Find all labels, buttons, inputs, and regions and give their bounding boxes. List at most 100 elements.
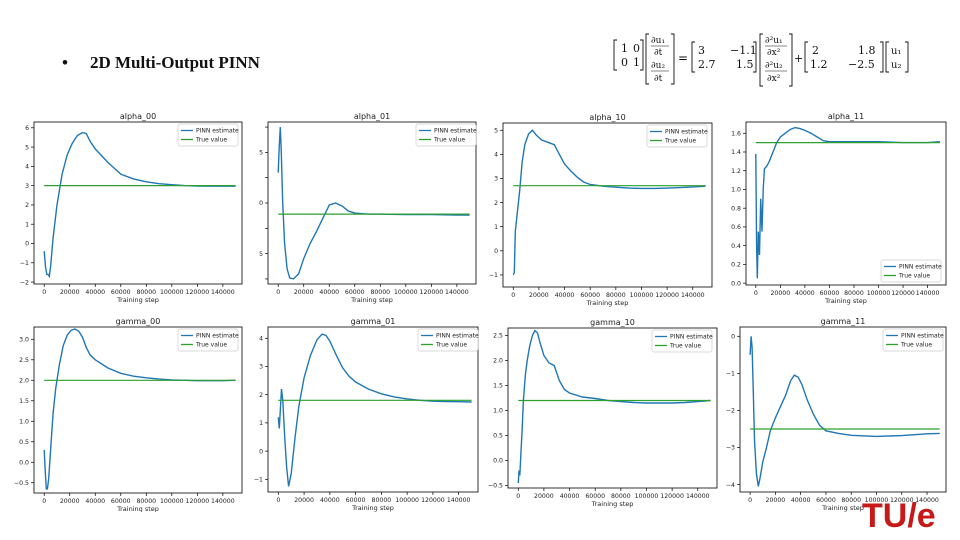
legend-box (651, 329, 713, 353)
x-tick-label: 80000 (370, 289, 390, 296)
x-tick-label: 20000 (60, 289, 80, 296)
x-tick-label: 60000 (580, 292, 600, 299)
pinn-estimate-line (517, 329, 711, 484)
x-tick-label: 80000 (611, 493, 631, 500)
slide-bullet: • 2D Multi-Output PINN (62, 53, 260, 73)
y-tick-label: 0 (731, 333, 735, 340)
x-tick-label: 120000 (890, 497, 914, 504)
chart-title: gamma_01 (351, 317, 396, 326)
y-tick-label: −2 (726, 408, 735, 415)
chart-title: alpha_11 (828, 112, 864, 121)
chart-title: gamma_10 (590, 318, 635, 327)
x-tick-label: 20000 (60, 498, 80, 505)
legend-box (646, 124, 708, 148)
y-tick-label: 5 (25, 144, 29, 151)
x-tick-label: 100000 (160, 289, 184, 296)
chart-panel-gamma-01: gamma_01 0 20000 40000 60000 80000 100000 12000… (248, 314, 486, 512)
lhs-matrix-10: 0 (621, 56, 628, 69)
y-tick-label: 0.8 (731, 205, 741, 212)
chart-gamma-00: gamma_00 0 20000 40000 60000 80000 100000 12000… (14, 317, 243, 512)
y-tick-label: 2.0 (493, 358, 503, 365)
x-axis-label: Training step (116, 505, 159, 512)
tue-logo: TU/e (856, 497, 946, 537)
legend-box (882, 328, 944, 352)
bracket-right (905, 41, 909, 73)
x-tick-label: 60000 (816, 497, 836, 504)
plot-frame (745, 121, 947, 286)
legend-label: PINN estimate (901, 333, 944, 340)
y-tick-label: 4 (25, 164, 29, 171)
chart-panel-alpha-01: alpha_01 0 20000 40000 60000 80000 100000 12000… (248, 110, 486, 308)
plot-frame (507, 327, 718, 489)
x-tick-label: 80000 (136, 498, 156, 505)
x-tick-label: 100000 (635, 493, 659, 500)
y-tick-label: 0 (259, 200, 263, 207)
plot-frame (33, 121, 243, 285)
x-tick-label: 80000 (841, 497, 861, 504)
x-axis-label: Training step (824, 297, 867, 305)
x-tick-label: 40000 (555, 292, 575, 299)
x-tick-label: 80000 (372, 497, 392, 504)
legend-box (415, 123, 477, 147)
reaction-matrix-11: −2.5 (848, 58, 875, 71)
x-tick-label: 140000 (686, 493, 710, 500)
y-tick-label: 0 (494, 248, 498, 255)
chart-panel-gamma-10: gamma_10 0 20000 40000 60000 80000 100000 12000… (486, 314, 720, 512)
y-tick-label: 1.5 (493, 383, 503, 390)
legend-label: True value (195, 137, 227, 144)
diffusion-matrix-10: 2.7 (698, 58, 716, 71)
y-tick-label: −1 (254, 477, 263, 484)
x-tick-label: 120000 (186, 498, 210, 505)
legend-box (880, 259, 942, 283)
x-tick-label: 100000 (865, 497, 889, 504)
legend-label: True value (900, 342, 932, 349)
x-tick-label: 60000 (345, 289, 365, 296)
diffusion-matrix-00: 3 (698, 44, 705, 57)
x-tick-label: 140000 (681, 292, 705, 299)
chart-title: alpha_00 (120, 112, 156, 121)
x-axis-label: Training step (351, 504, 394, 512)
x-tick-label: 120000 (186, 289, 210, 296)
pinn-estimate-line (512, 129, 706, 276)
y-tick-label: 5 (259, 150, 263, 157)
chart-title: gamma_11 (821, 317, 866, 326)
chart-alpha-00: alpha_00 0 20000 40000 60000 80000 100000 12000… (20, 112, 243, 304)
y-tick-label: 2.5 (493, 333, 503, 340)
x-tick-label: 0 (276, 497, 280, 504)
bracket-left (885, 41, 889, 73)
bracket-right (753, 41, 757, 73)
legend-box (177, 123, 239, 147)
chart-panel-alpha-00: alpha_00 0 20000 40000 60000 80000 100000 12000… (8, 110, 248, 308)
y-tick-label: 3 (259, 364, 263, 371)
x-tick-label: 140000 (211, 289, 235, 296)
equals-sign: = (678, 51, 688, 65)
x-axis-label: Training step (586, 299, 629, 307)
y-tick-label: 2.0 (19, 377, 29, 384)
diffusion-matrix-11: 1.5 (736, 58, 754, 71)
x-tick-label: 40000 (795, 290, 815, 297)
legend-label: True value (898, 273, 930, 280)
y-tick-label: 3 (494, 176, 498, 183)
x-tick-label: 40000 (85, 498, 105, 505)
chart-title: gamma_00 (116, 317, 161, 326)
d2u1-label: ∂²u₁ (765, 36, 783, 46)
chart-title: alpha_01 (354, 112, 390, 121)
x-tick-label: 40000 (791, 497, 811, 504)
dx2-label: ∂x² (767, 74, 781, 84)
y-tick-label: 2.5 (19, 357, 29, 364)
pinn-estimate-line (749, 336, 940, 487)
y-tick-label: 2 (494, 200, 498, 207)
legend-label: PINN estimate (436, 333, 479, 340)
chart-panel-alpha-11: alpha_11 0 20000 40000 60000 80000 100000 12000… (720, 110, 952, 308)
y-tick-label: −2 (20, 279, 29, 286)
pinn-estimate-line (43, 328, 236, 490)
y-tick-label: −1 (726, 371, 735, 378)
y-tick-label: −3 (726, 445, 735, 452)
x-tick-label: 20000 (771, 290, 791, 297)
legend-box (177, 328, 239, 352)
logo-text: TU/e (862, 497, 936, 535)
reaction-matrix-10: 1.2 (810, 58, 828, 71)
y-tick-label: 1.6 (731, 130, 741, 137)
x-tick-label: 60000 (111, 498, 131, 505)
y-tick-label: 0.0 (19, 459, 29, 466)
